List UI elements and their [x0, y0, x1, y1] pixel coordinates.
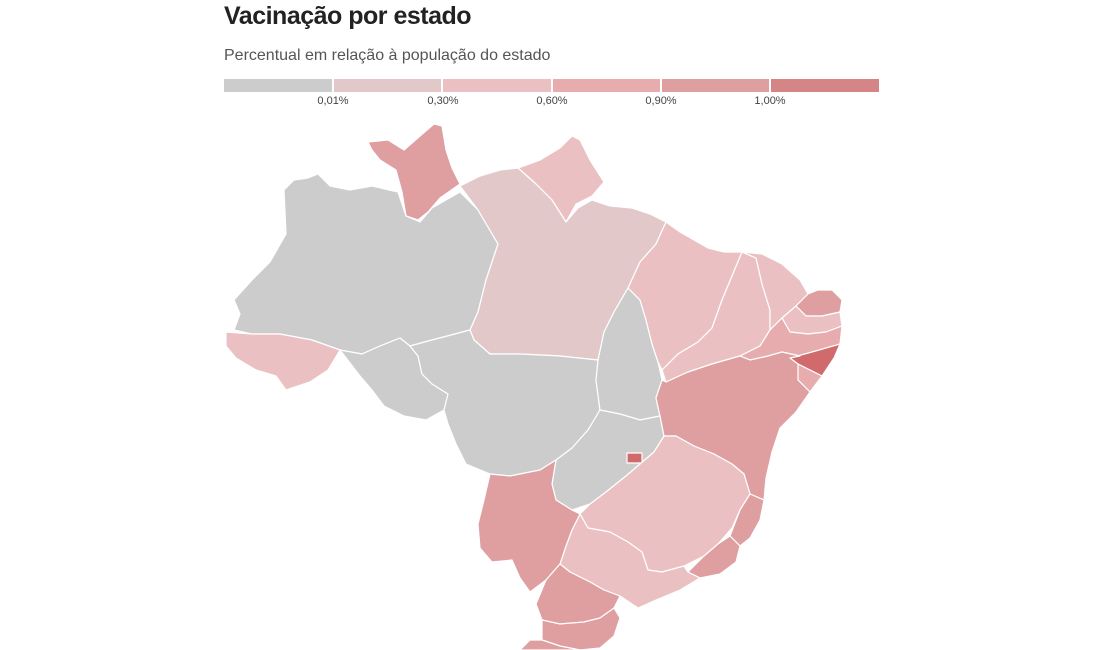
state-MS[interactable] [477, 459, 581, 593]
legend-segment-4 [662, 79, 771, 92]
map-title: Vacinação por estado [224, 2, 472, 30]
legend-segment-5 [771, 79, 879, 92]
map-subtitle: Percentual em relação à população do est… [224, 47, 551, 64]
state-AM[interactable] [233, 173, 499, 355]
legend-segment-3 [553, 79, 662, 92]
color-legend: 0,01% 0,30% 0,60% 0,90% 1,00% [224, 79, 879, 115]
legend-tick-label: 0,30% [427, 95, 459, 107]
legend-tick-label: 0,60% [536, 95, 568, 107]
state-ES[interactable] [729, 493, 765, 547]
legend-tick-label: 0,90% [645, 95, 677, 107]
legend-segment-1 [334, 79, 443, 92]
legend-tick-label: 0,01% [317, 95, 349, 107]
legend-segment-2 [443, 79, 553, 92]
state-AC[interactable] [225, 331, 341, 391]
legend-color-bar [224, 79, 879, 92]
state-RR[interactable] [367, 123, 461, 221]
legend-tick-label: 1,00% [754, 95, 786, 107]
state-DF[interactable] [626, 452, 643, 464]
legend-segment-0 [224, 79, 334, 92]
state-RS[interactable] [519, 639, 581, 650]
